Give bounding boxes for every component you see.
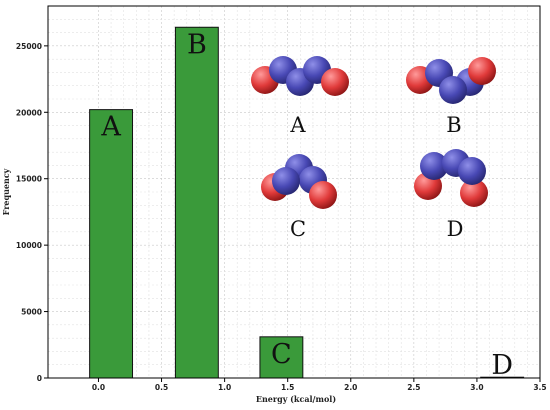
- bar-label: D: [491, 350, 513, 381]
- bar-labels: A B C D: [100, 29, 513, 381]
- plot-frame: [47, 5, 541, 379]
- y-ticks: 0 5000 10000 15000 20000 25000: [16, 42, 48, 383]
- x-axis-label: Energy (kcal/mol): [256, 394, 336, 404]
- oxygen-atom: [460, 179, 488, 207]
- molecule-label: B: [446, 113, 461, 137]
- y-axis-label: Frequency: [1, 168, 11, 215]
- bar-a: [89, 109, 134, 379]
- y-tick-label: 5000: [21, 308, 42, 317]
- y-tick-label: 25000: [16, 42, 42, 51]
- bar-label: A: [100, 112, 121, 143]
- oxygen-atom: [468, 57, 496, 85]
- x-tick-label: 3.0: [470, 383, 483, 392]
- nitrogen-atom: [439, 76, 467, 104]
- oxygen-atom: [321, 68, 349, 96]
- molecule-label: D: [447, 217, 464, 241]
- molecule-label: C: [290, 217, 306, 241]
- bar-b: [174, 26, 219, 379]
- x-ticks: 0.0 0.5 1.0 1.5 2.0 2.5 3.0 3.5: [92, 378, 547, 392]
- bar-c: [259, 336, 304, 379]
- oxygen-atom: [309, 181, 337, 209]
- x-tick-label: 3.5: [533, 383, 546, 392]
- bar-label: B: [187, 29, 207, 60]
- x-tick-label: 2.0: [344, 383, 357, 392]
- y-tick-label: 10000: [16, 241, 42, 250]
- nitrogen-atom: [458, 157, 486, 185]
- molecule-a: A: [251, 56, 349, 137]
- molecule-b: B: [406, 57, 496, 137]
- x-tick-label: 0.5: [155, 383, 168, 392]
- y-tick-label: 0: [37, 374, 42, 383]
- x-tick-label: 1.0: [218, 383, 231, 392]
- molecule-label: A: [289, 113, 306, 137]
- molecule-c: C: [261, 154, 337, 241]
- nitrogen-atom: [420, 152, 448, 180]
- molecule-d: D: [414, 149, 488, 241]
- x-tick-label: 0.0: [92, 383, 105, 392]
- y-tick-label: 20000: [16, 108, 42, 117]
- x-tick-label: 1.5: [281, 383, 294, 392]
- bar-label: C: [271, 339, 292, 370]
- y-tick-label: 15000: [16, 175, 42, 184]
- nitrogen-atom: [272, 167, 300, 195]
- x-tick-label: 2.5: [407, 383, 420, 392]
